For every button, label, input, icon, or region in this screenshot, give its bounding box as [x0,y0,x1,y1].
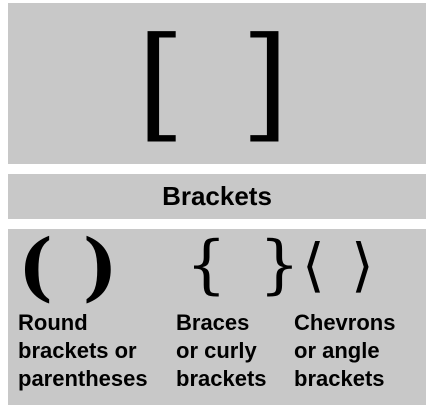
braces-glyph: { } [186,228,306,302]
title-panel: Brackets [8,174,426,219]
page-title: Brackets [162,181,272,211]
round-brackets-glyph: ( ) [18,224,120,310]
chevrons-label: Chevrons or angle brackets [294,309,395,393]
label-line: or curly [176,338,257,363]
label-line: or angle [294,338,380,363]
label-line: Braces [176,310,250,335]
square-brackets-glyph: [ ] [136,11,298,155]
chevrons-glyph: ⟨ ⟩ [302,231,378,299]
label-line: parentheses [18,366,148,391]
braces-label: Braces or curly brackets [176,309,267,393]
label-line: Round [18,310,88,335]
bracket-types-panel: ( ) Round brackets or parentheses { } Br… [8,224,426,405]
label-line: brackets [176,366,267,391]
round-brackets-label: Round brackets or parentheses [18,309,148,393]
label-line: brackets or [18,338,137,363]
label-line: brackets [294,366,385,391]
square-brackets-panel: [ ] [8,3,426,164]
label-line: Chevrons [294,310,396,335]
